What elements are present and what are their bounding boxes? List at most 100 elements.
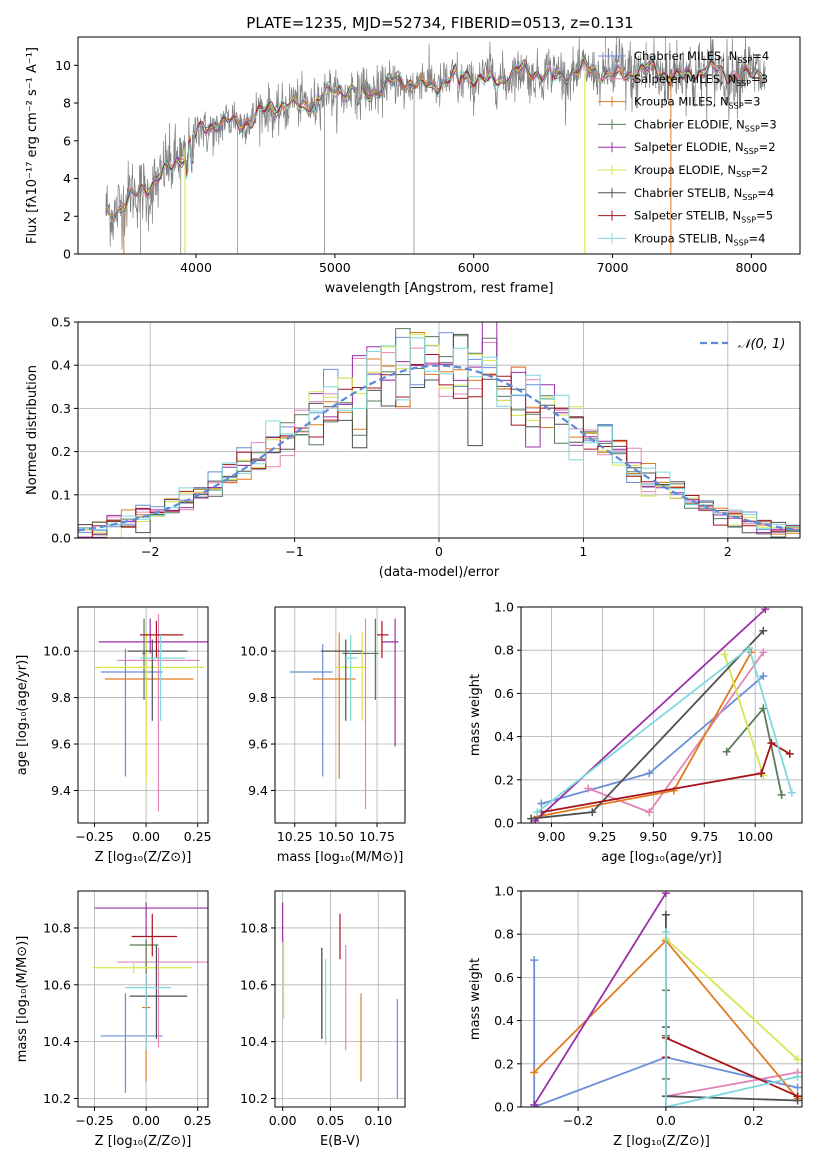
weight-point-chabrier_miles	[793, 1083, 802, 1092]
y-tick-label: 9.6	[248, 737, 268, 752]
x-tick-label: 0	[435, 544, 443, 559]
weight-point-chabrier_elodie	[777, 790, 786, 799]
weight-point-kroupa_stelib	[793, 1072, 802, 1081]
x-tick-label: 0.00	[132, 1113, 160, 1128]
x-tick-label: 10.00	[737, 829, 773, 844]
weight-point-salpeter_elodie	[761, 607, 770, 614]
weight-point-chabrier_miles	[645, 769, 654, 778]
weight_vs_Z-panel: −0.2 0.0 0.2 0.0 0.2 0.4 0.6 0.8 1.0 Z [log₁₀(Z/Z…	[468, 884, 803, 1149]
y-tick-label: 10.0	[43, 644, 71, 659]
weight-line-salpeter_stelib	[665, 1036, 798, 1098]
x-tick-label: 7000	[597, 260, 629, 275]
y-tick-label: 10.2	[43, 1091, 71, 1106]
y-tick-label: 0.3	[51, 401, 71, 416]
weight-point-chabrier_stelib	[588, 808, 597, 817]
axes-frame	[77, 606, 209, 824]
legend-label-chabrier_stelib: Chabrier STELIB, NSSP=4	[634, 186, 774, 202]
legend-label-salpeter_elodie: Salpeter ELODIE, NSSP=2	[634, 140, 776, 156]
y-tick-label: 10.8	[240, 920, 268, 935]
mass_vs_Z-panel: −0.25 0.00 0.25 10.2 10.4 10.6 10.8 Z [log₁₀(Z/…	[15, 890, 212, 1149]
y-tick-label: 0.6	[494, 686, 514, 701]
legend-label-sub: SSP	[734, 238, 749, 247]
axes-frame	[77, 890, 209, 1108]
y-tick-label: 4	[63, 171, 71, 186]
x-tick-label: 6000	[458, 260, 490, 275]
y-tick-label: 0.5	[51, 315, 71, 330]
weight-point-salpeter_miles	[645, 808, 654, 817]
age_vs_Z-panel: −0.25 0.00 0.25 9.4 9.6 9.8 10.0 Z [log₁₀(Z/Z⊙)…	[15, 606, 212, 865]
x-tick-label: 0.0	[656, 1113, 676, 1128]
normal-curve	[78, 364, 800, 532]
weight-point-salpeter_stelib	[793, 1092, 802, 1101]
y-tick-label: 9.8	[248, 690, 268, 705]
legend-label-value: =3	[760, 117, 777, 131]
weight-line-chabrier_miles	[533, 960, 798, 1107]
y-tick-label: 9.6	[51, 737, 71, 752]
x-tick-label: 2	[724, 544, 732, 559]
y-tick-label: 8	[63, 96, 71, 111]
legend-label-value: =4	[752, 49, 769, 63]
legend-label-text: Chabrier MILES, N	[634, 49, 737, 63]
age_vs_mass-panel: 10.25 10.50 10.75 9.4 9.6 9.8 10.0 mass [log₁₀(…	[240, 606, 406, 865]
y-tick-label: 10.2	[240, 1091, 268, 1106]
weight-point-chabrier_miles	[530, 956, 539, 965]
y-tick-label: 1.0	[494, 884, 514, 899]
x-tick-label: −0.2	[563, 1113, 593, 1128]
legend-label-value: =5	[756, 209, 773, 223]
spectrum-panel: 4000 5000 6000 7000 8000 0 2 4 6 8 10 wavelength [A…	[25, 14, 801, 296]
legend-label-value: =3	[744, 95, 761, 109]
x-axis-label: mass [log₁₀(M/M⊙)]	[277, 850, 404, 865]
y-axis-label: mass [log₁₀(M/M⊙)]	[15, 936, 30, 1063]
legend-label-salpeter_miles: Salpeter MILES, NSSP=3	[634, 72, 768, 88]
weight-point-salpeter_elodie	[661, 891, 670, 898]
plot-area	[92, 902, 208, 1093]
weight-point-salpeter_stelib	[767, 739, 776, 748]
y-tick-label: 10.6	[240, 977, 268, 992]
plot-area	[94, 613, 208, 812]
axes-frame	[520, 890, 803, 1108]
legend-label-sub: SSP	[741, 216, 756, 225]
weight-point-kroupa_elodie	[720, 650, 729, 659]
weight-line-chabrier_elodie	[726, 706, 783, 796]
legend-label-sub: SSP	[736, 79, 751, 88]
y-tick-label: 10.0	[240, 644, 268, 659]
x-tick-label: 4000	[180, 260, 212, 275]
y-tick-label: 0.0	[494, 816, 514, 831]
y-axis-label: age [log₁₀(age/yr)]	[15, 655, 30, 776]
x-axis-label: E(B-V)	[320, 1134, 360, 1149]
y-tick-label: 0.2	[494, 772, 514, 787]
model-fit-kroupa_stelib	[105, 55, 765, 224]
legend-label-sub: SSP	[742, 193, 757, 202]
x-tick-label: 0.05	[317, 1113, 345, 1128]
y-tick-label: 1.0	[494, 600, 514, 615]
x-tick-label: 0.25	[184, 829, 212, 844]
legend-label-text: Kroupa STELIB, N	[634, 231, 734, 245]
x-tick-label: 5000	[319, 260, 351, 275]
x-tick-label: 8000	[735, 260, 767, 275]
legend-label-text: Salpeter STELIB, N	[634, 209, 741, 223]
x-tick-label: 10.50	[318, 829, 354, 844]
x-tick-label: 9.75	[690, 829, 718, 844]
x-tick-label: 0.00	[269, 1113, 297, 1128]
x-tick-label: 1	[579, 544, 587, 559]
legend-label-text: Kroupa MILES, N	[634, 95, 729, 109]
x-tick-label: −0.25	[75, 1113, 113, 1128]
x-tick-label: 0.10	[364, 1113, 392, 1128]
legend-label-sub: SSP	[729, 102, 744, 111]
plot-area	[282, 902, 398, 1099]
legend-label-value: =4	[757, 186, 774, 200]
weight-point-salpeter_miles	[759, 648, 768, 657]
weight-point-salpeter_elodie	[530, 1100, 539, 1107]
legend-label-chabrier_elodie: Chabrier ELODIE, NSSP=3	[634, 117, 777, 133]
x-axis-label: age [log₁₀(age/yr)]	[601, 850, 722, 865]
y-tick-label: 0.0	[51, 531, 71, 546]
y-tick-label: 9.8	[51, 690, 71, 705]
x-tick-label: −0.25	[75, 829, 113, 844]
y-tick-label: 0.6	[494, 970, 514, 985]
y-tick-label: 10.8	[43, 920, 71, 935]
legend-label-value: =2	[751, 163, 768, 177]
weight-point-chabrier_elodie	[722, 747, 731, 756]
weight-line-kroupa_elodie	[723, 654, 765, 776]
weight-point-kroupa_stelib	[661, 1103, 670, 1107]
